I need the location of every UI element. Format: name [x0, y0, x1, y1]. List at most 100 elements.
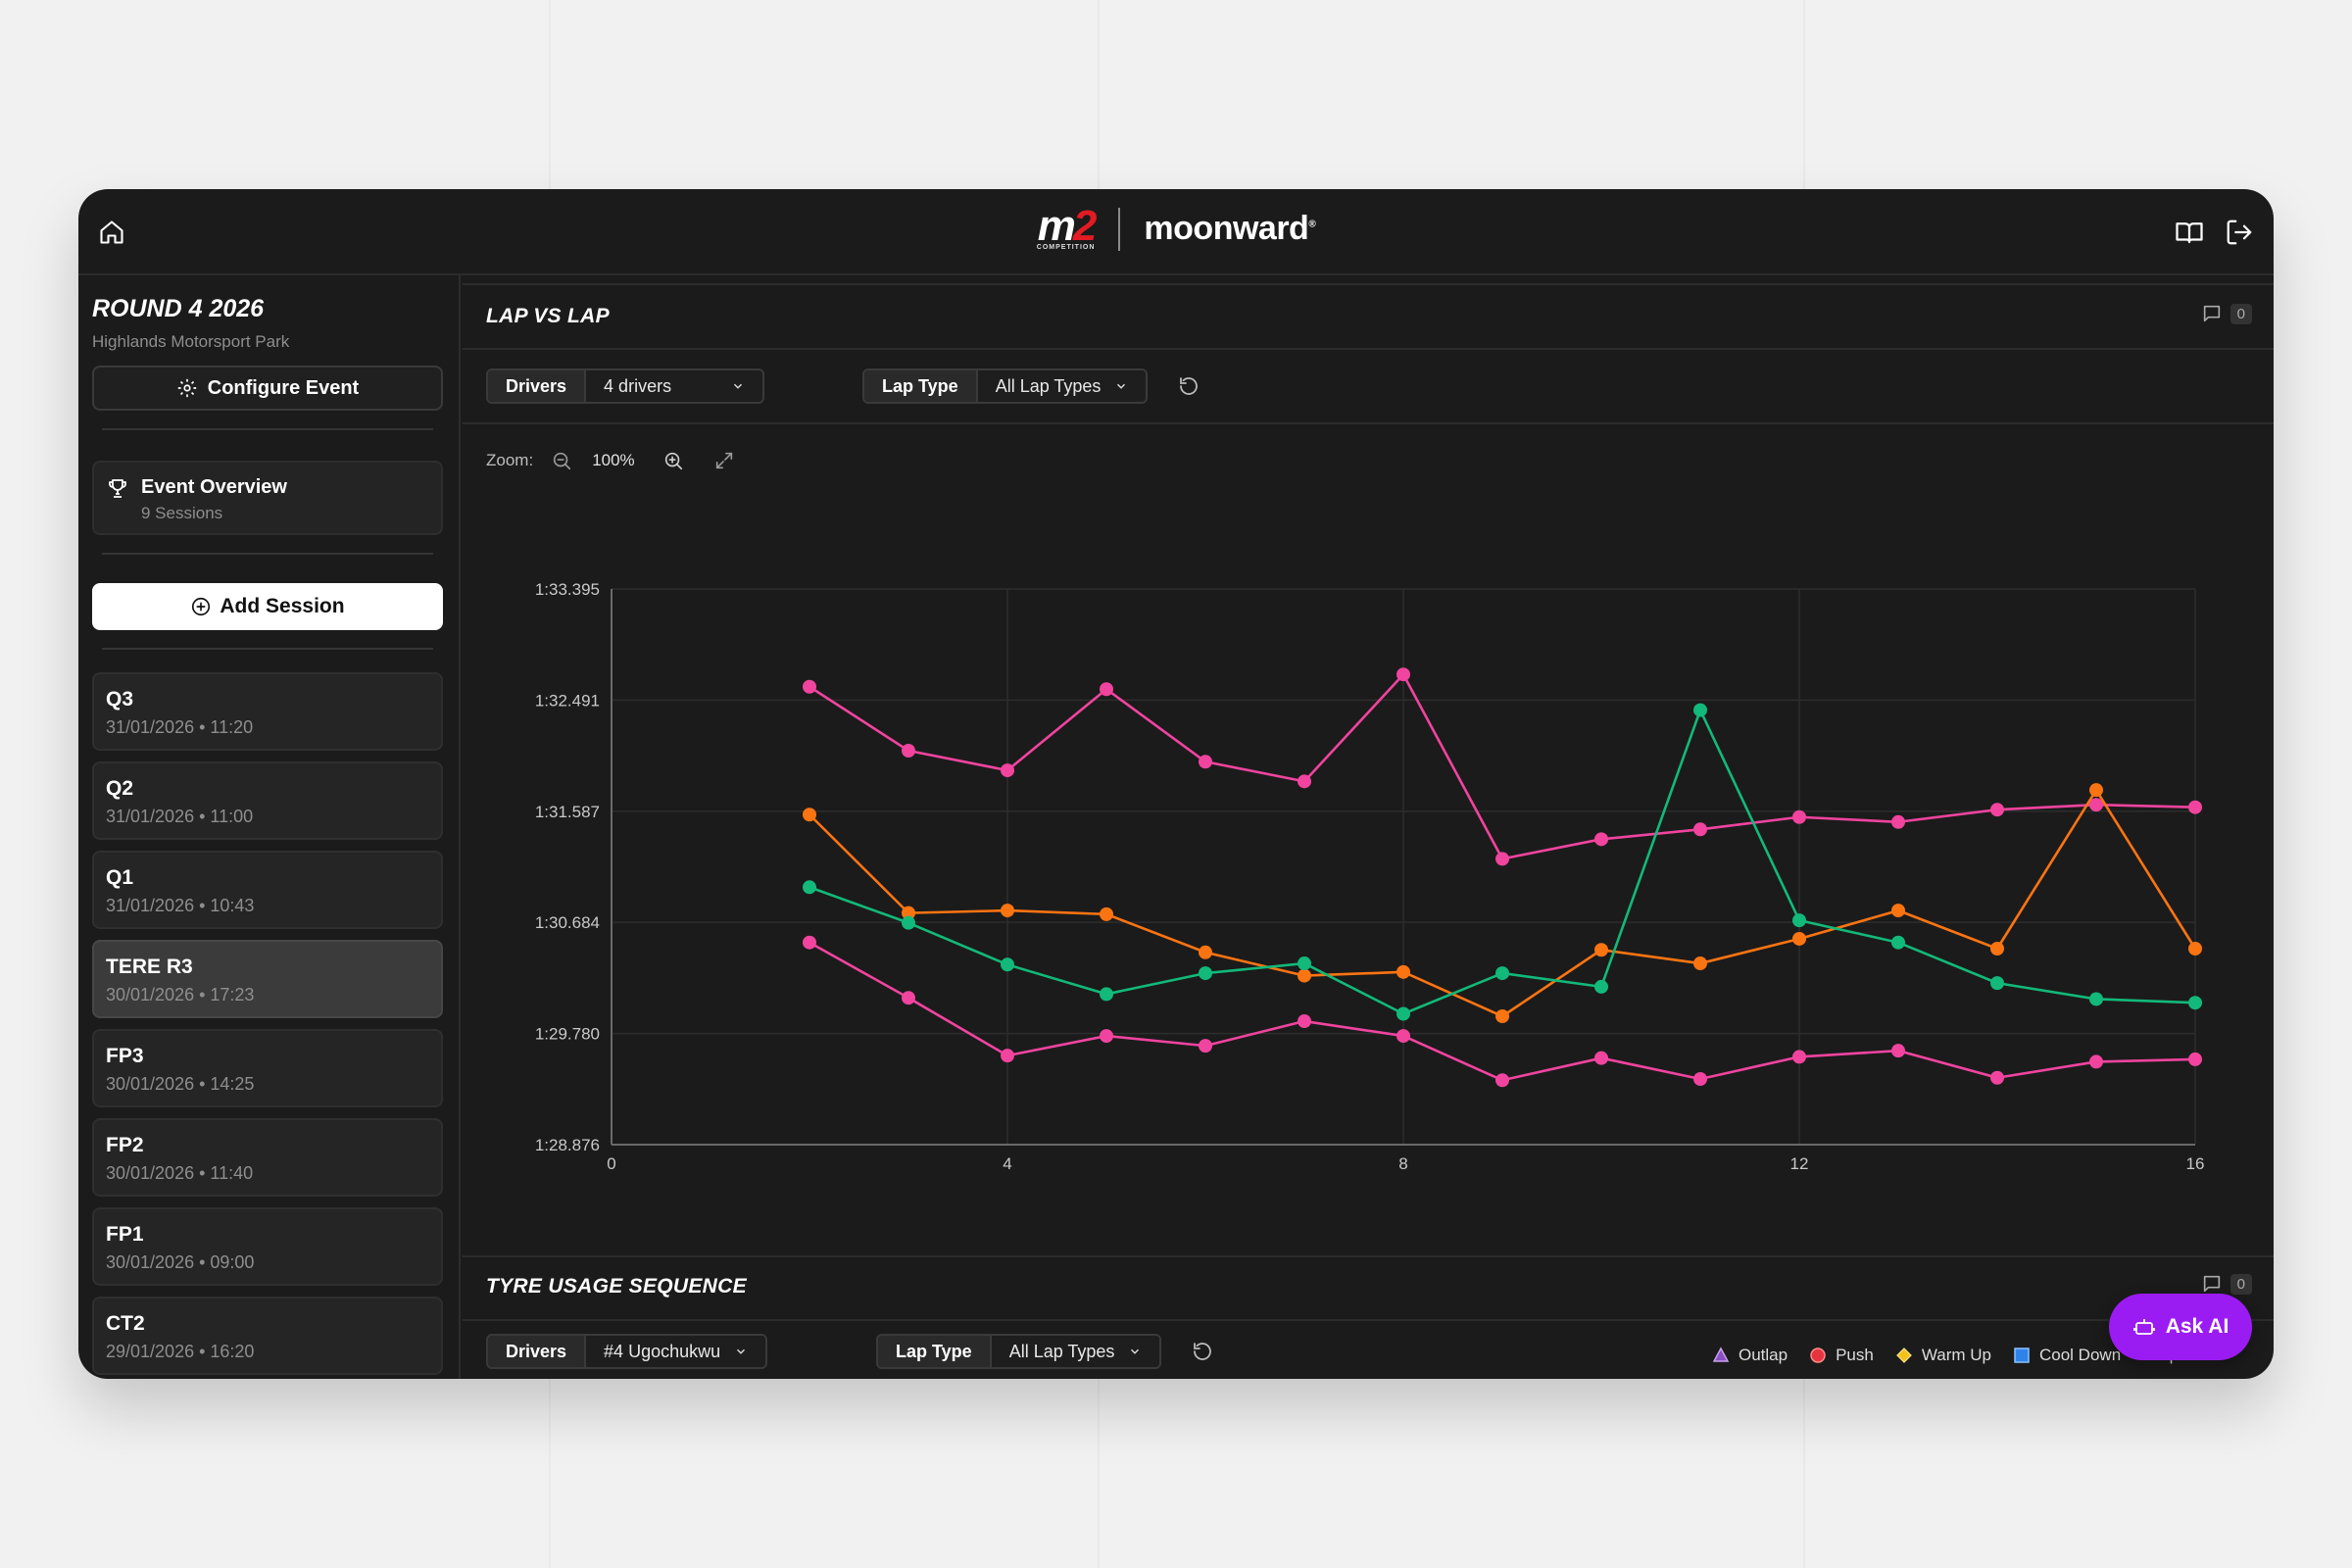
m2-logo: m2 COMPETITION: [1036, 202, 1098, 252]
data-point[interactable]: [1199, 755, 1212, 769]
data-point[interactable]: [1594, 943, 1608, 957]
session-item[interactable]: CT2 29/01/2026 • 16:20: [92, 1297, 443, 1375]
data-point[interactable]: [1792, 931, 1806, 946]
data-point[interactable]: [1693, 703, 1707, 717]
refresh-icon[interactable]: [1188, 1337, 1217, 1366]
data-point[interactable]: [1693, 822, 1707, 837]
data-point[interactable]: [1199, 966, 1212, 981]
data-point[interactable]: [902, 906, 915, 920]
data-point[interactable]: [1495, 1009, 1509, 1024]
data-point[interactable]: [1891, 935, 1905, 950]
data-point[interactable]: [1495, 852, 1509, 866]
lap-vs-lap-chart[interactable]: 1:28.876 1:29.780 1:30.684 1:31.587 1:32.491…: [463, 275, 2274, 1255]
event-overview-item[interactable]: Event Overview 9 Sessions: [92, 461, 443, 535]
data-point[interactable]: [803, 880, 816, 895]
data-point[interactable]: [1298, 774, 1311, 789]
data-point[interactable]: [803, 808, 816, 822]
data-point[interactable]: [1990, 803, 2004, 817]
session-datetime: 31/01/2026 • 11:00: [106, 807, 254, 826]
drivers-select[interactable]: 4 drivers: [586, 370, 763, 402]
data-point[interactable]: [1396, 1029, 1410, 1044]
tyre-lap-type-select[interactable]: All Lap Types: [991, 1336, 1160, 1367]
plus-circle-icon: [192, 597, 211, 616]
tyre-drivers-filter: Drivers #4 Ugochukwu: [486, 1334, 768, 1369]
tyre-usage-comments[interactable]: 0: [2201, 1273, 2252, 1295]
series-line-2: [808, 788, 2197, 1018]
data-point[interactable]: [1594, 1051, 1608, 1065]
x-tick-label: 0: [607, 1154, 615, 1173]
data-point[interactable]: [1990, 942, 2004, 956]
data-point[interactable]: [1001, 904, 1014, 918]
chevron-down-icon: [737, 1348, 746, 1354]
data-point[interactable]: [1891, 1044, 1905, 1058]
data-point[interactable]: [902, 915, 915, 930]
data-point[interactable]: [1001, 763, 1014, 778]
data-point[interactable]: [1594, 979, 1608, 994]
expand-icon[interactable]: [710, 446, 739, 475]
session-item[interactable]: FP1 30/01/2026 • 09:00: [92, 1207, 443, 1286]
data-point[interactable]: [2188, 1052, 2202, 1066]
data-point[interactable]: [1693, 1071, 1707, 1086]
data-point[interactable]: [1792, 1050, 1806, 1064]
data-point[interactable]: [1298, 1014, 1311, 1029]
refresh-icon[interactable]: [1174, 371, 1203, 401]
data-point[interactable]: [1495, 1073, 1509, 1088]
tyre-drivers-select[interactable]: #4 Ugochukwu: [586, 1336, 766, 1367]
logout-icon[interactable]: [2218, 211, 2261, 254]
x-tick-label: 12: [1790, 1154, 1809, 1173]
data-point[interactable]: [1396, 964, 1410, 979]
lap-type-select[interactable]: All Lap Types: [977, 370, 1147, 402]
zoom-out-icon[interactable]: [547, 446, 576, 475]
data-point[interactable]: [1396, 1006, 1410, 1021]
data-point[interactable]: [1199, 1039, 1212, 1054]
data-point[interactable]: [1199, 945, 1212, 959]
lap-vs-lap-comments[interactable]: 0: [2201, 303, 2252, 324]
zoom-in-icon[interactable]: [659, 446, 688, 475]
configure-event-button[interactable]: Configure Event: [92, 366, 443, 411]
data-point[interactable]: [803, 679, 816, 694]
session-name: FP3: [106, 1045, 144, 1067]
ask-ai-button[interactable]: Ask AI: [2109, 1294, 2252, 1360]
data-point[interactable]: [1100, 906, 1113, 921]
data-point[interactable]: [1100, 987, 1113, 1002]
data-point[interactable]: [902, 991, 915, 1005]
data-point[interactable]: [1495, 966, 1509, 981]
data-point[interactable]: [803, 935, 816, 950]
session-item[interactable]: FP2 30/01/2026 • 11:40: [92, 1118, 443, 1197]
brand-divider: [1118, 207, 1121, 251]
session-item[interactable]: Q2 31/01/2026 • 11:00: [92, 761, 443, 840]
x-tick-label: 16: [2186, 1154, 2205, 1173]
data-point[interactable]: [1594, 832, 1608, 847]
data-point[interactable]: [1100, 682, 1113, 697]
drivers-filter: Drivers 4 drivers: [486, 368, 765, 404]
data-point[interactable]: [2188, 996, 2202, 1010]
data-point[interactable]: [1298, 956, 1311, 971]
data-point[interactable]: [1396, 667, 1410, 682]
data-point[interactable]: [1990, 976, 2004, 991]
data-point[interactable]: [1298, 968, 1311, 983]
data-point[interactable]: [1891, 814, 1905, 829]
add-session-button[interactable]: Add Session: [92, 583, 443, 630]
data-point[interactable]: [2089, 992, 2103, 1006]
session-item-active[interactable]: TERE R3 30/01/2026 • 17:23: [92, 940, 443, 1018]
session-item[interactable]: Q1 31/01/2026 • 10:43: [92, 851, 443, 929]
session-name: TERE R3: [106, 956, 193, 978]
session-item[interactable]: Q3 31/01/2026 • 11:20: [92, 672, 443, 751]
data-point[interactable]: [2188, 800, 2202, 814]
session-item[interactable]: FP3 30/01/2026 • 14:25: [92, 1029, 443, 1107]
book-open-icon[interactable]: [2168, 211, 2211, 254]
data-point[interactable]: [2089, 798, 2103, 812]
data-point[interactable]: [1100, 1029, 1113, 1044]
data-point[interactable]: [902, 743, 915, 758]
home-icon[interactable]: [90, 211, 133, 254]
data-point[interactable]: [1693, 956, 1707, 971]
data-point[interactable]: [1792, 913, 1806, 928]
data-point[interactable]: [1792, 809, 1806, 824]
data-point[interactable]: [2089, 1054, 2103, 1069]
data-point[interactable]: [1001, 957, 1014, 972]
data-point[interactable]: [2089, 783, 2103, 798]
data-point[interactable]: [1891, 904, 1905, 918]
data-point[interactable]: [1990, 1070, 2004, 1085]
data-point[interactable]: [2188, 942, 2202, 956]
data-point[interactable]: [1001, 1049, 1014, 1063]
